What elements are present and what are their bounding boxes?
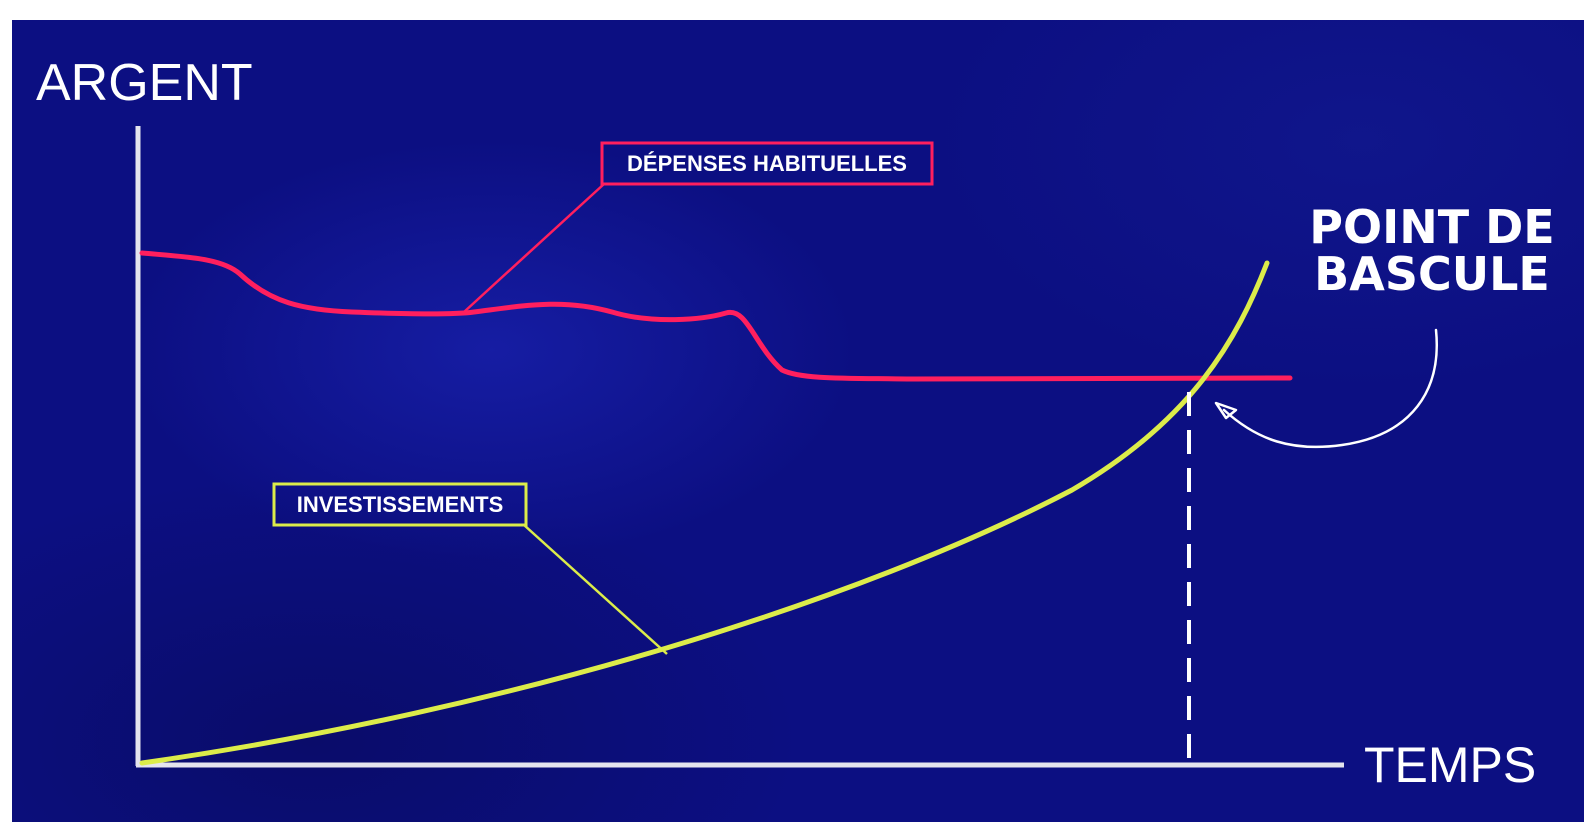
investments-curve (139, 260, 1270, 766)
callout-line-2: BASCULE (1314, 247, 1550, 301)
callout-line-1: POINT DE (1309, 200, 1554, 254)
investments-leader-line (523, 524, 668, 655)
tipping-point-diagram: ARGENT TEMPS DÉPENSES HABITUELLES INVEST… (36, 54, 1555, 793)
investments-label-box (272, 482, 528, 527)
y-axis-label: ARGENT (36, 54, 253, 112)
diagram-panel: ARGENT TEMPS DÉPENSES HABITUELLES INVEST… (12, 20, 1584, 822)
arrowhead-icon (1214, 401, 1238, 420)
expenses-label-box (600, 141, 934, 186)
expenses-leader-line (463, 183, 605, 313)
x-axis-label: TEMPS (1364, 737, 1536, 793)
investments-label: INVESTISSEMENTS (297, 492, 504, 517)
callout-arrow-line (1222, 328, 1438, 449)
expenses-curve (139, 250, 1293, 382)
expenses-label: DÉPENSES HABITUELLES (627, 151, 907, 176)
